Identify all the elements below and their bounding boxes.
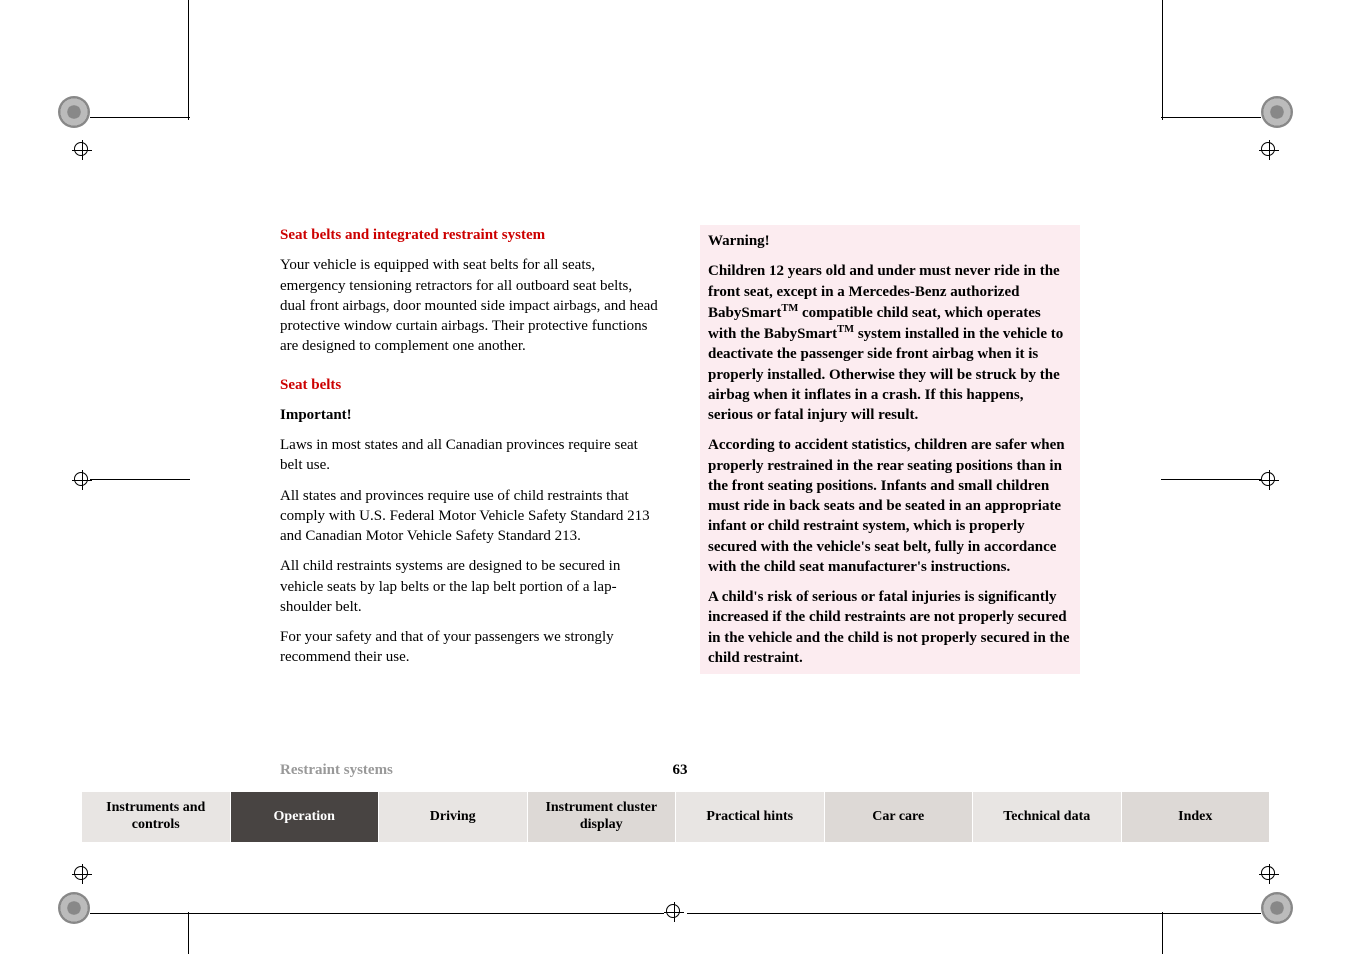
print-reg-line — [1161, 479, 1261, 480]
print-reg-line — [188, 912, 189, 954]
right-text-column: Warning! Children 12 years old and under… — [700, 225, 1080, 678]
print-reg-line — [1162, 0, 1163, 120]
paragraph: For your safety and that of your passeng… — [280, 627, 660, 668]
page-content: Seat belts and integrated restraint syst… — [280, 225, 1080, 678]
tab-driving[interactable]: Driving — [379, 792, 528, 842]
print-reg-mark-top-right — [1233, 96, 1293, 156]
warning-paragraph: According to accident statistics, childr… — [708, 435, 1072, 577]
print-reg-line — [90, 913, 190, 914]
page-number: 63 — [547, 762, 814, 779]
tab-instruments-controls[interactable]: Instruments and controls — [82, 792, 231, 842]
tab-instrument-cluster-display[interactable]: Instrument cluster display — [528, 792, 677, 842]
print-reg-line — [188, 0, 189, 120]
print-reg-line — [1161, 913, 1261, 914]
trademark-symbol: TM — [837, 324, 854, 335]
tab-car-care[interactable]: Car care — [825, 792, 974, 842]
heading-important: Important! — [280, 405, 660, 425]
nav-tabs: Instruments and controls Operation Drivi… — [82, 792, 1269, 842]
section-name: Restraint systems — [280, 762, 547, 779]
heading-seat-belts: Seat belts — [280, 375, 660, 395]
footer-section-row: Restraint systems 63 — [280, 762, 1080, 779]
tab-technical-data[interactable]: Technical data — [973, 792, 1122, 842]
paragraph: All child restraints systems are designe… — [280, 556, 660, 617]
paragraph: Laws in most states and all Canadian pro… — [280, 435, 660, 476]
tab-practical-hints[interactable]: Practical hints — [676, 792, 825, 842]
paragraph: Your vehicle is equipped with seat belts… — [280, 255, 660, 356]
paragraph: All states and provinces require use of … — [280, 486, 660, 547]
print-reg-line — [1162, 912, 1163, 954]
heading-seat-belts-system: Seat belts and integrated restraint syst… — [280, 225, 660, 245]
print-reg-line — [190, 913, 664, 914]
print-reg-line — [90, 479, 190, 480]
warning-box: Warning! Children 12 years old and under… — [700, 225, 1080, 674]
print-reg-line — [1161, 117, 1261, 118]
print-reg-mark-bottom-left — [58, 864, 118, 924]
print-reg-mark-top-left — [58, 96, 118, 156]
warning-title: Warning! — [708, 231, 1072, 251]
trademark-symbol: TM — [781, 303, 798, 314]
print-reg-line — [687, 913, 1161, 914]
print-reg-line — [90, 117, 190, 118]
warning-paragraph: A child's risk of serious or fatal injur… — [708, 587, 1072, 668]
print-reg-mark-bottom-right — [1233, 864, 1293, 924]
warning-paragraph: Children 12 years old and under must nev… — [708, 261, 1072, 425]
left-text-column: Seat belts and integrated restraint syst… — [280, 225, 660, 678]
tab-index[interactable]: Index — [1122, 792, 1270, 842]
tab-operation[interactable]: Operation — [231, 792, 380, 842]
